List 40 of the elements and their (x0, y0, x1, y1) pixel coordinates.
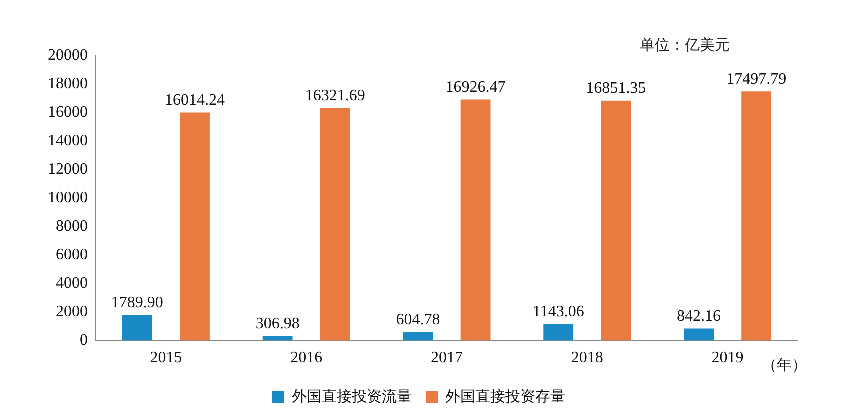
data-label: 17497.79 (726, 70, 787, 88)
data-label: 16926.47 (446, 78, 506, 96)
y-tick-label: 6000 (56, 246, 88, 264)
legend-label: 外国直接投资存量 (446, 387, 566, 406)
y-tick-label: 12000 (48, 161, 88, 178)
data-label: 604.78 (396, 311, 440, 328)
text: 单位：亿美元 (640, 36, 730, 55)
data-label: 1789.90 (111, 294, 164, 312)
y-tick-label: 10000 (48, 190, 88, 207)
bar (544, 324, 574, 341)
data-label: 16014.24 (164, 92, 225, 109)
data-label: 306.98 (256, 316, 300, 333)
x-tick-label: 2015 (150, 350, 182, 367)
x-tick-label: 2018 (571, 350, 604, 367)
y-tick-label: 8000 (56, 218, 88, 236)
x-tick-label: 2019 (712, 350, 744, 367)
x-axis-title: （年） (762, 356, 807, 374)
bar (742, 92, 772, 341)
y-tick-label: 20000 (48, 47, 88, 64)
y-tick-label: 0 (80, 332, 88, 350)
data-label: 16321.69 (305, 88, 366, 105)
data-label: 1143.06 (532, 304, 584, 321)
x-tick-label: 2016 (290, 350, 323, 367)
y-tick-label: 18000 (48, 76, 88, 93)
bar (262, 336, 293, 341)
y-tick-label: 2000 (56, 304, 88, 321)
bar (403, 332, 434, 341)
bar (684, 328, 714, 341)
legend-label: 外国直接投资流量 (292, 387, 412, 406)
bar (180, 112, 210, 341)
bar (320, 108, 350, 341)
bar (122, 315, 152, 341)
y-tick-label: 4000 (56, 275, 88, 292)
data-label: 842.16 (677, 308, 722, 326)
y-tick-label: 14000 (48, 132, 88, 150)
bar (601, 100, 632, 341)
data-label: 16851.35 (586, 80, 646, 98)
bar (460, 100, 491, 341)
x-tick-label: 2017 (431, 350, 463, 367)
y-tick-label: 16000 (48, 104, 88, 122)
